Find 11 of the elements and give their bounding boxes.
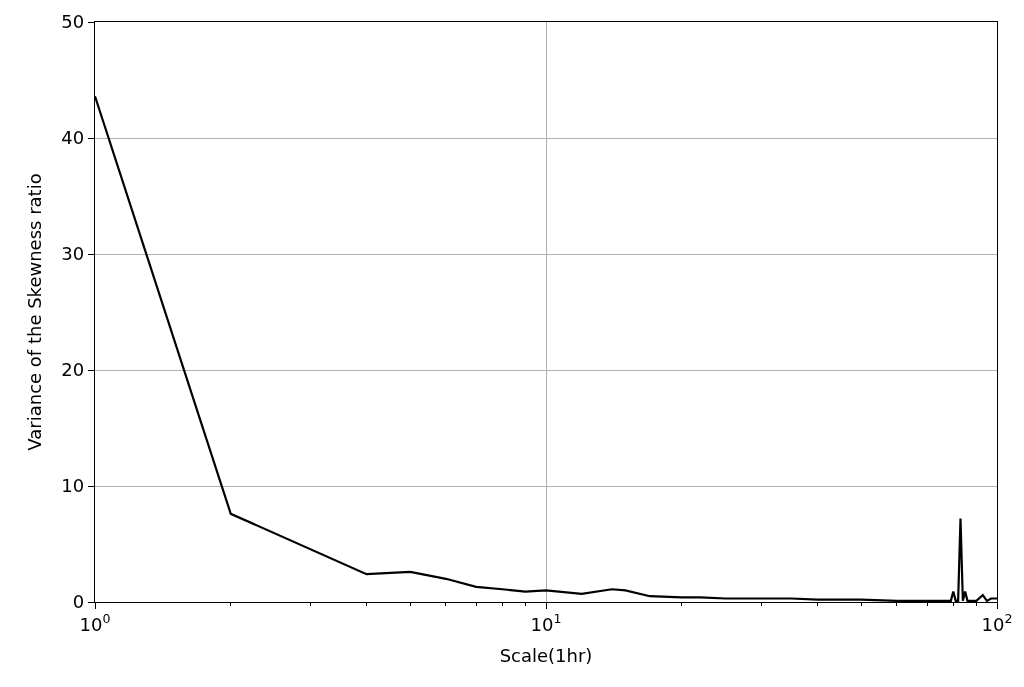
x-tick-label: 10$^{0}$	[79, 611, 111, 635]
x-tick-label: 10$^{2}$	[981, 611, 1013, 635]
x-tick-label: 10$^{1}$	[530, 611, 562, 635]
y-tick-label: 30	[61, 243, 85, 265]
y-tick-label: 20	[61, 359, 85, 381]
y-axis-title: Variance of the Skewness ratio	[23, 173, 45, 451]
y-tick-label: 50	[61, 11, 85, 33]
y-tick-label: 10	[61, 475, 85, 497]
x-axis-title: Scale(1hr)	[499, 644, 593, 666]
y-tick-label: 0	[72, 591, 85, 613]
y-tick-label: 40	[61, 127, 85, 149]
